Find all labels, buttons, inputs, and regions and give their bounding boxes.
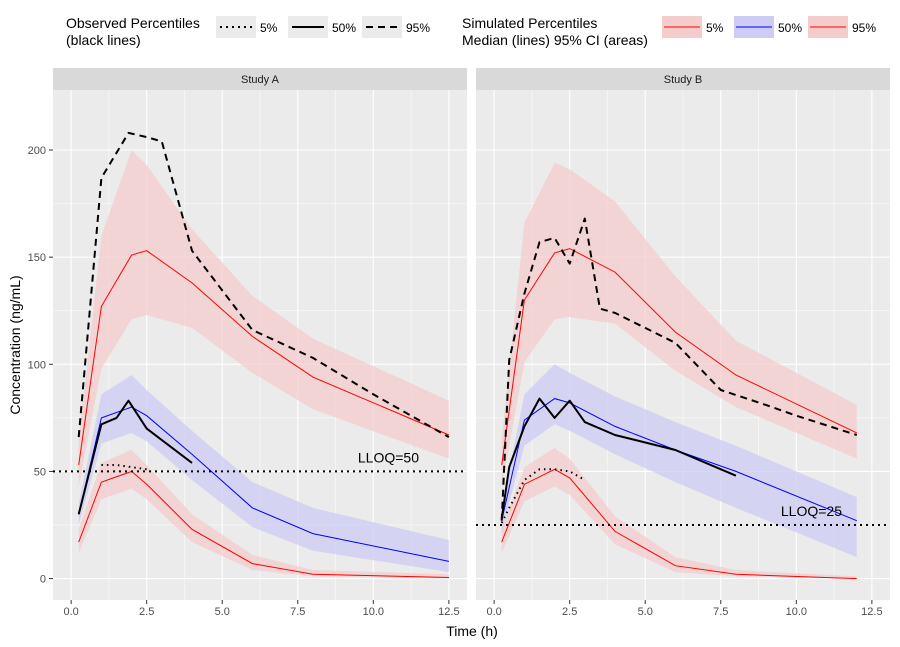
legend-simulated-title: Simulated Percentiles	[462, 15, 597, 31]
x-tick-label: 5.0	[638, 606, 653, 618]
x-tick-label: 5.0	[215, 606, 230, 618]
legend-observed-item: 50%	[288, 16, 356, 38]
ci-band-p50	[78, 375, 449, 573]
legend-observed-label: 5%	[260, 21, 278, 35]
ci-band-p05	[78, 450, 449, 579]
x-tick-label: 2.5	[139, 606, 154, 618]
x-tick-label: 7.5	[713, 606, 728, 618]
ci-band-p50	[501, 364, 857, 558]
simulated-median-p05	[501, 468, 857, 580]
facet-strip-label: Study A	[241, 74, 280, 86]
legend-observed-title: Observed Percentiles	[66, 15, 200, 31]
legend-simulated-item	[734, 16, 774, 38]
legend-simulated-subtitle: Median (lines) 95% CI (areas)	[462, 32, 648, 48]
y-tick-label: 0	[40, 574, 46, 586]
simulated-median-p95	[501, 248, 858, 466]
y-tick-label: 150	[28, 252, 46, 264]
observed-p50	[500, 397, 737, 519]
y-tick-label: 100	[28, 359, 46, 371]
lloq-label: LLOQ=25	[781, 503, 842, 519]
legend-observed-subtitle: (black lines)	[66, 32, 141, 48]
legend-observed-item: 5%	[216, 16, 278, 38]
x-tick-label: 10.0	[363, 606, 384, 618]
legend-observed-item: 95%	[362, 16, 430, 38]
observed-p95	[77, 131, 450, 438]
gridlines	[476, 90, 890, 600]
observed-p50	[77, 399, 193, 515]
legend-simulated-item	[662, 16, 702, 38]
simulated-median-p50	[78, 406, 450, 562]
observed-p05	[500, 468, 586, 524]
x-tick-label: 12.5	[861, 606, 882, 618]
legend-observed-label: 50%	[332, 21, 356, 35]
ci-band-p05	[501, 447, 857, 579]
legend-simulated-label: 50%	[778, 21, 802, 35]
facet-strip-label: Study B	[664, 74, 703, 86]
x-tick-label: 10.0	[786, 606, 807, 618]
x-tick-label: 0.0	[486, 606, 501, 618]
x-tick-label: 0.0	[63, 606, 78, 618]
facet-strip	[53, 68, 467, 90]
x-tick-label: 7.5	[290, 606, 305, 618]
legend-simulated-label: 95%	[852, 21, 876, 35]
legend: Observed Percentiles(black lines) 5% 50% 95…	[66, 15, 876, 48]
y-axis-title: Concentration (ng/mL)	[7, 275, 23, 414]
y-tick-label: 50	[34, 466, 46, 478]
simulated-median-p95	[78, 250, 450, 466]
panel-study-b: Study B LLOQ=25 0.0 2.5 5.0 7.5 10.0 12.5	[476, 68, 890, 618]
ci-band-p95	[78, 150, 449, 487]
panel-study-a: Study A LLOQ=50 0.0 2.5 5.0 7.5 10.0 12.5 0 50 100…	[28, 68, 467, 618]
x-tick-label: 2.5	[562, 606, 577, 618]
legend-simulated-label: 5%	[706, 21, 724, 35]
observed-p05	[101, 464, 147, 471]
legend-key-box	[216, 16, 256, 38]
y-tick-label: 200	[28, 145, 46, 157]
observed-p95	[500, 217, 858, 521]
lloq-label: LLOQ=50	[358, 449, 419, 465]
facet-strip	[476, 68, 890, 90]
x-axis-title: Time (h)	[446, 623, 498, 639]
legend-simulated-item	[808, 16, 848, 38]
simulated-median-p05	[78, 470, 449, 578]
x-tick-label: 12.5	[438, 606, 459, 618]
legend-observed-label: 95%	[406, 21, 430, 35]
